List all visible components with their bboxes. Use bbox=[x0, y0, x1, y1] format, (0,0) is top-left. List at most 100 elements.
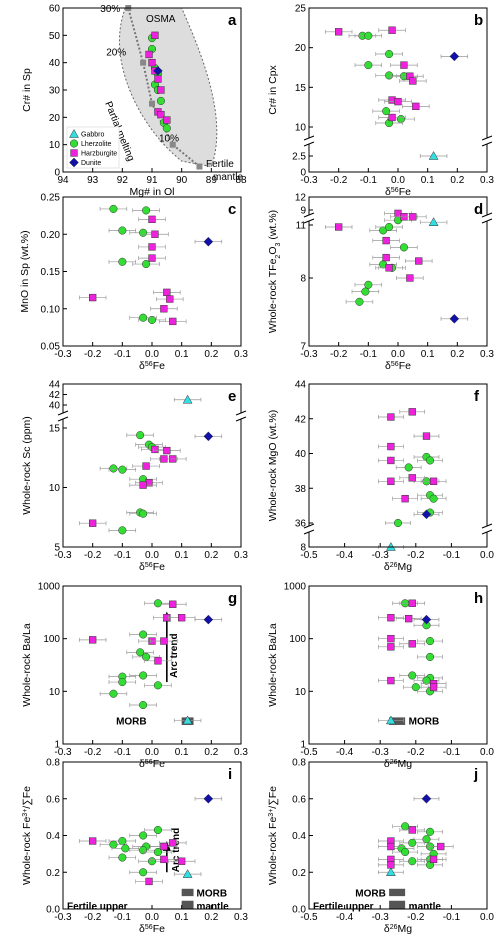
x-tick-label: -0.1 bbox=[443, 747, 461, 758]
x-tick-label: -0.2 bbox=[407, 550, 425, 561]
point-lherzolite bbox=[153, 847, 162, 857]
point-harzburgite bbox=[387, 413, 395, 421]
x-tick-label: -0.3 bbox=[54, 912, 72, 923]
series-dunite bbox=[413, 793, 440, 804]
point-harzburgite bbox=[142, 462, 150, 470]
y-axis-label: Whole-rock Fe3+/∑Fe bbox=[267, 786, 279, 885]
x-tick-label: -0.1 bbox=[114, 747, 132, 758]
point-dunite bbox=[153, 66, 163, 76]
arc-trend-label: Arc trend bbox=[169, 633, 180, 677]
point-lherzolite bbox=[411, 683, 420, 692]
mantle-label: mantle bbox=[409, 901, 442, 912]
point-harzburgite bbox=[387, 456, 395, 465]
x-tick-label: -0.4 bbox=[336, 550, 354, 561]
point-dunite bbox=[203, 431, 214, 442]
x-tick-label: 0.0 bbox=[391, 175, 405, 186]
point-lherzolite bbox=[147, 857, 157, 866]
point-lherzolite bbox=[139, 831, 148, 840]
x-axis-label: δ26Mg bbox=[384, 758, 412, 770]
series-lherzolite bbox=[348, 31, 418, 128]
plot-frame bbox=[308, 761, 488, 910]
point-harzburgite bbox=[148, 59, 156, 67]
y-tick-label: 1000 bbox=[284, 582, 307, 593]
y-tick-label: 0.2 bbox=[292, 868, 306, 879]
series-dunite bbox=[413, 614, 440, 625]
point-lherzolite bbox=[422, 835, 431, 844]
y-axis-label: Whole-rock Fe3+/∑Fe bbox=[21, 786, 33, 885]
axis-break-gap bbox=[59, 413, 67, 419]
x-tick-label: 0.3 bbox=[480, 349, 494, 360]
x-tick-label: -0.1 bbox=[443, 550, 461, 561]
point-gabbro bbox=[182, 715, 193, 725]
point-harzburgite bbox=[387, 643, 395, 651]
axis-break-mark bbox=[481, 218, 493, 224]
series-gabbro bbox=[173, 715, 202, 725]
y-tick-label: 0.0 bbox=[46, 905, 60, 916]
plot-frame bbox=[308, 383, 488, 548]
x-tick-label: 0.2 bbox=[450, 175, 464, 186]
fertile-mantle-field bbox=[181, 900, 194, 909]
axis-break-mark bbox=[481, 529, 493, 535]
series-dunite bbox=[440, 313, 469, 324]
series-dunite bbox=[194, 236, 223, 247]
point-harzburgite bbox=[401, 495, 409, 503]
point-harzburgite bbox=[408, 599, 416, 607]
point-harzburgite bbox=[157, 110, 165, 119]
y-tick-label: 1 bbox=[54, 740, 60, 751]
point-lherzolite bbox=[109, 840, 118, 849]
point-harzburgite bbox=[151, 230, 159, 238]
y-tick-label: 60 bbox=[49, 4, 61, 15]
point-lherzolite bbox=[118, 678, 127, 687]
point-harzburgite bbox=[409, 77, 417, 85]
y-tick-label: 8 bbox=[300, 543, 306, 554]
point-dunite bbox=[203, 793, 214, 804]
point-gabbro bbox=[385, 715, 396, 725]
x-tick-label: 0.1 bbox=[175, 747, 189, 758]
legend-marker-harzburgite bbox=[70, 149, 78, 157]
x-tick-label: -0.3 bbox=[300, 175, 318, 186]
x-tick-label: -0.3 bbox=[54, 349, 72, 360]
point-gabbro bbox=[385, 867, 396, 876]
axis-break-gap bbox=[305, 215, 313, 221]
point-harzburgite bbox=[388, 113, 396, 122]
point-harzburgite bbox=[335, 223, 343, 231]
y-axis-label: Whole-rock Ba/La bbox=[267, 623, 279, 707]
point-lherzolite bbox=[408, 671, 417, 680]
x-axis-label: δ56Fe bbox=[139, 360, 165, 372]
fertile-mantle-field bbox=[389, 900, 406, 909]
y-tick-label: 36 bbox=[295, 519, 307, 530]
point-harzburgite bbox=[387, 676, 395, 685]
point-lherzolite bbox=[118, 257, 127, 266]
legend-marker-gabbro bbox=[69, 128, 79, 138]
point-lherzolite bbox=[408, 857, 417, 866]
x-tick-label: 92 bbox=[117, 175, 129, 186]
series-lherzolite bbox=[99, 599, 172, 710]
point-harzburgite bbox=[154, 75, 162, 83]
x-tick-label: -0.3 bbox=[54, 550, 72, 561]
series-dunite bbox=[194, 793, 223, 804]
melting-step-marker bbox=[196, 163, 203, 170]
x-tick-label: -0.2 bbox=[84, 912, 102, 923]
y-tick-label: 7 bbox=[300, 342, 306, 353]
x-axis-label: δ56Fe bbox=[139, 923, 165, 935]
y-axis-label: Whole-rock TFe2O3 (wt.%) bbox=[267, 210, 282, 333]
series-harzburgite bbox=[78, 600, 196, 665]
legend-marker-dunite bbox=[69, 157, 79, 168]
y-tick-label: 12 bbox=[295, 193, 307, 204]
axis-break-mark bbox=[481, 523, 493, 529]
y-axis-label: Whole-rock MgO (wt.%) bbox=[267, 410, 279, 521]
point-harzburgite bbox=[382, 253, 390, 262]
series-dunite bbox=[194, 614, 223, 625]
series-gabbro bbox=[419, 150, 448, 160]
point-lherzolite bbox=[118, 526, 127, 535]
point-harzburgite bbox=[89, 519, 97, 527]
series-harzburgite bbox=[324, 209, 433, 282]
point-lherzolite bbox=[355, 297, 364, 306]
series-lherzolite bbox=[99, 204, 166, 324]
melting-label: 10% bbox=[159, 134, 179, 145]
x-tick-label: -0.5 bbox=[300, 550, 318, 561]
series-dunite bbox=[194, 431, 223, 442]
point-harzburgite bbox=[387, 614, 395, 622]
point-lherzolite bbox=[139, 671, 148, 680]
